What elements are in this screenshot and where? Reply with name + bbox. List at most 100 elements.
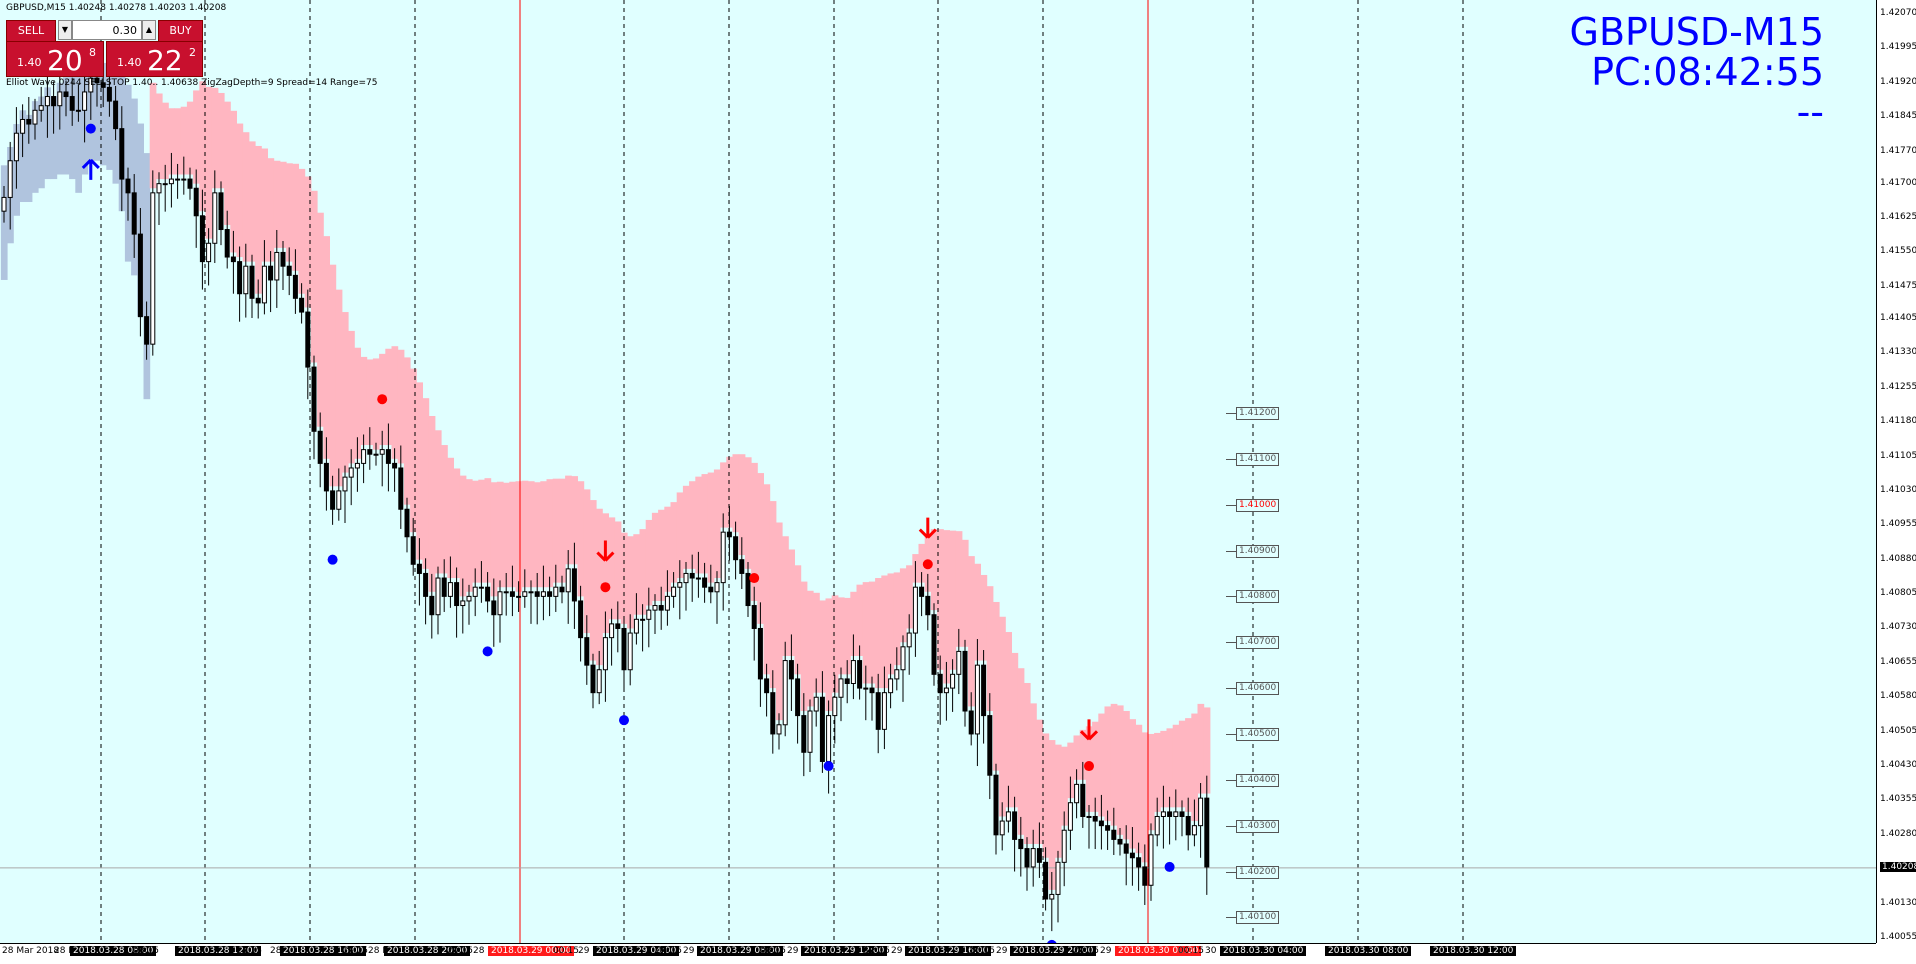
cloud-segment — [162, 102, 169, 180]
cloud-segment — [1203, 707, 1211, 794]
cloud-segment — [961, 539, 969, 647]
cloud-segment — [348, 330, 355, 464]
price-chart[interactable] — [0, 0, 1876, 943]
bear-candle — [857, 660, 863, 689]
bear-candle — [708, 586, 714, 593]
symbol-clock-overlay: GBPUSD-M15 PC:08:42:55 -- — [1570, 12, 1824, 132]
price-tick-label: 1.40430 — [1880, 760, 1916, 771]
bull-candle — [75, 109, 81, 112]
cloud-segment — [720, 462, 727, 528]
bull-candle — [88, 77, 94, 93]
sell-price-button[interactable]: 1.40 20 8 — [6, 41, 104, 77]
bull-candle — [472, 586, 478, 597]
bull-candle — [956, 650, 962, 675]
overlay-dash: -- — [1796, 90, 1824, 134]
bull-candle — [640, 618, 646, 621]
bear-candle — [819, 696, 825, 762]
period-date-label: 2018.03.30 12:00 — [1430, 946, 1517, 956]
lot-increase-icon[interactable]: ▲ — [142, 20, 156, 40]
buy-button[interactable]: BUY — [158, 20, 203, 42]
chart-area[interactable]: GBPUSD,M15 1.40248 1.40278 1.40203 1.402… — [0, 0, 1876, 943]
cloud-segment — [831, 595, 839, 693]
bull-candle — [1067, 802, 1073, 831]
bull-candle — [906, 632, 912, 648]
lot-size-input[interactable]: 0.30 — [72, 20, 142, 40]
bear-candle — [416, 563, 422, 574]
round-number-level-label: 1.40500 — [1236, 727, 1280, 741]
time-tick-label: 20:15 — [1073, 946, 1099, 956]
zigzag-top-dot — [600, 582, 611, 593]
price-tick-label: 1.40655 — [1880, 656, 1916, 667]
cloud-segment — [1104, 706, 1112, 822]
cloud-segment — [800, 581, 808, 712]
cloud-segment — [546, 479, 554, 588]
bear-candle — [1080, 783, 1086, 817]
cloud-segment — [434, 430, 442, 574]
cloud-segment — [211, 87, 219, 189]
bear-candle — [584, 637, 590, 666]
cloud-segment — [788, 549, 795, 656]
period-date-label: 2018.03.30 04:00 — [1220, 946, 1307, 956]
time-tick-label: 29 M — [891, 946, 914, 956]
bear-candle — [69, 96, 75, 111]
bear-candle — [968, 710, 974, 735]
price-axis[interactable]: 1.42070 1.41995 1.41920 1.41845 1.41770 1.417… — [1876, 0, 1916, 943]
cloud-segment — [689, 481, 696, 569]
sell-price-fraction: 8 — [89, 46, 96, 59]
cloud-segment — [304, 176, 312, 308]
bull-candle — [695, 577, 701, 580]
cloud-segment — [372, 358, 380, 450]
cloud-segment — [744, 457, 752, 569]
sell-button[interactable]: SELL — [6, 20, 56, 42]
bear-candle — [404, 508, 410, 538]
price-tick-label: 1.41845 — [1880, 111, 1916, 122]
cloud-segment — [515, 481, 523, 592]
cloud-segment — [639, 529, 647, 615]
bull-candle — [379, 449, 385, 455]
cloud-segment — [459, 475, 467, 597]
cloud-segment — [819, 600, 826, 693]
time-tick-label: 30 M — [1205, 946, 1228, 956]
sell-price-prefix: 1.40 — [17, 56, 42, 69]
cloud-segment — [949, 530, 957, 670]
cloud-segment — [31, 101, 39, 193]
zigzag-top-dot — [922, 559, 933, 570]
bear-candle — [491, 600, 497, 616]
bull-candle — [460, 600, 466, 607]
bull-candle — [528, 591, 534, 594]
cloud-segment — [1098, 713, 1105, 817]
cloud-segment — [385, 348, 392, 446]
bull-candle — [156, 183, 162, 194]
cloud-segment — [298, 168, 306, 294]
cloud-segment — [1005, 632, 1012, 808]
cloud-segment — [25, 114, 33, 203]
round-number-level-label: 1.40900 — [1236, 544, 1280, 558]
bull-candle — [714, 582, 720, 593]
bear-candle — [193, 187, 199, 217]
bull-candle — [881, 692, 887, 730]
cloud-segment — [1154, 732, 1161, 812]
bear-candle — [224, 229, 230, 258]
cloud-segment — [341, 312, 349, 473]
bear-candle — [423, 572, 429, 597]
time-tick-label: 04:15 — [656, 946, 682, 956]
cloud-segment — [1030, 703, 1037, 844]
cloud-segment — [1116, 705, 1124, 835]
buy-price-button[interactable]: 1.40 22 2 — [106, 41, 203, 77]
level-tick — [1226, 596, 1236, 598]
bear-candle — [751, 605, 757, 629]
bear-candle — [385, 449, 391, 464]
lot-decrease-icon[interactable]: ▼ — [58, 20, 72, 40]
bear-candle — [137, 233, 143, 318]
bull-candle — [1061, 829, 1067, 863]
cloud-segment — [465, 479, 473, 592]
bear-candle — [1111, 829, 1117, 840]
cloud-segment — [1178, 720, 1186, 808]
bull-candle — [900, 646, 906, 671]
cloud-segment — [174, 108, 182, 175]
cloud-segment — [596, 508, 603, 666]
cloud-segment — [1197, 703, 1205, 794]
price-tick-label: 1.40955 — [1880, 519, 1916, 530]
cloud-segment — [1073, 735, 1081, 780]
